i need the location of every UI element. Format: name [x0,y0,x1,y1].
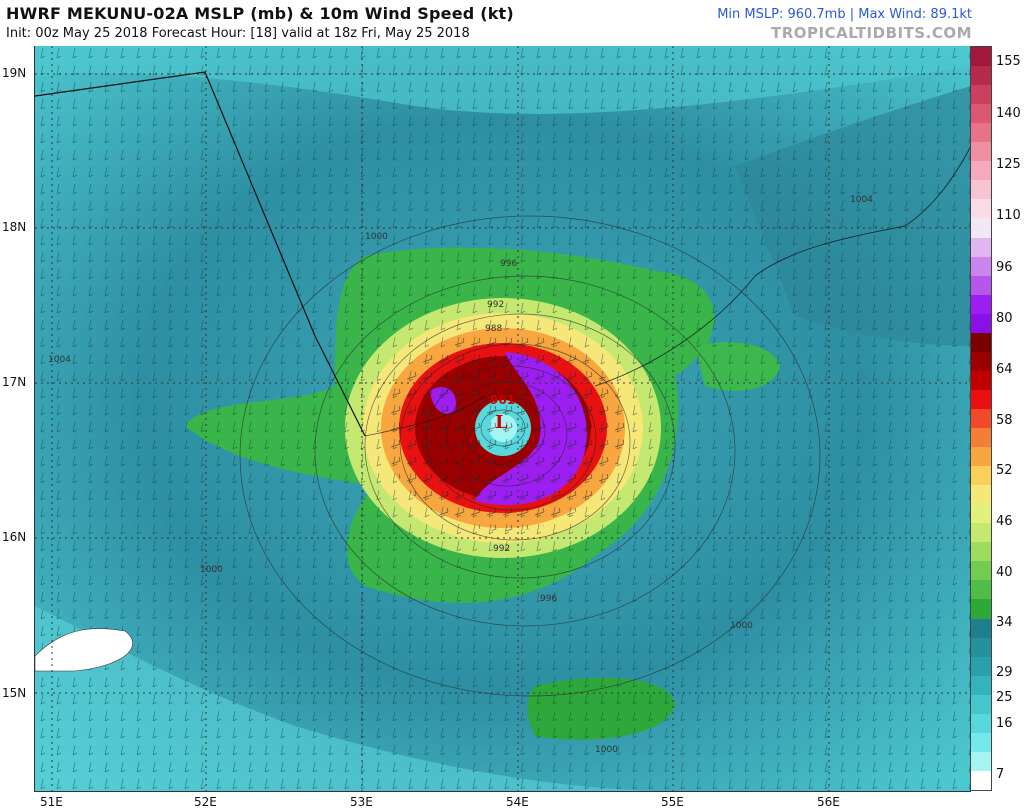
colorbar-segment [971,580,991,600]
colorbar-segment [971,523,991,543]
colorbar-segment [971,161,991,181]
colorbar-segment [971,656,991,677]
colorbar-segment [971,199,991,219]
colorbar-tick: 110 [996,208,1021,223]
isobar-label: 1004 [48,355,71,365]
isobar-label: 1000 [730,621,753,631]
isobar-label: 992 [487,300,504,310]
colorbar-segment [971,542,991,562]
colorbar-segment [971,351,991,372]
isobar-label: 1000 [365,232,388,242]
colorbar-tick: 34 [996,615,1013,630]
low-pressure-value: 961 [490,393,515,407]
colorbar-segment [971,751,991,772]
chart-header: HWRF MEKUNU-02A MSLP (mb) & 10m Wind Spe… [0,0,1024,46]
lon-label-54e: 54E [506,795,529,809]
wind-barbs-core [385,331,625,531]
isobar-label: 996 [540,594,557,604]
colorbar-segment [971,237,991,258]
colorbar-segment [971,256,991,277]
colorbar-segment [971,66,991,86]
isobar-label: 1000 [200,565,223,575]
colorbar-segment [971,466,991,486]
lat-label-19n: 19N [2,66,27,80]
colorbar-segment [971,599,991,620]
lon-label-51e: 51E [40,795,63,809]
colorbar-segment [971,408,991,429]
socotra-island [35,628,133,672]
wind-speed-colorbar [970,46,992,791]
storm-stats: Min MSLP: 960.7mb | Max Wind: 89.1kt [717,7,972,22]
lon-label-53e: 53E [350,795,373,809]
colorbar-tick: 96 [996,260,1013,275]
colorbar-segment [971,180,991,200]
lon-label-55e: 55E [661,795,684,809]
colorbar-segment [971,85,991,105]
colorbar-segment [971,123,991,143]
chart-title: HWRF MEKUNU-02A MSLP (mb) & 10m Wind Spe… [6,4,514,23]
isobar-label: 988 [485,324,502,334]
colorbar-segment [971,694,991,715]
colorbar-segment [971,313,991,334]
colorbar-segment [971,618,991,639]
isobar-labels: 1004 1000 996 992 988 1000 1000 1004 996… [48,195,873,755]
colorbar-segment [971,428,991,448]
colorbar-tick: 125 [996,157,1021,172]
lon-label-52e: 52E [194,795,217,809]
colorbar-segment [971,447,991,467]
colorbar-tick: 16 [996,716,1013,731]
colorbar-tick: 40 [996,565,1013,580]
colorbar-tick: 7 [996,767,1005,782]
border-line [35,71,366,437]
lat-label-17n: 17N [2,375,27,389]
colorbar-segment [971,637,991,658]
colorbar-tick: 155 [996,54,1021,69]
coastline-east [594,145,971,387]
colorbar-segment [971,142,991,162]
colorbar-segment [971,370,991,391]
colorbar-segment [971,713,991,734]
graticule [35,46,971,791]
colorbar-tick: 46 [996,514,1013,529]
colorbar-segment [971,485,991,505]
colorbar-segment [971,294,991,315]
colorbar-tick: 80 [996,311,1013,326]
colorbar-segment [971,504,991,524]
colorbar-tick: 25 [996,690,1013,705]
colorbar-segment [971,732,991,753]
colorbar-segment [971,770,991,791]
lat-label-18n: 18N [2,220,27,234]
isobar-label: 1000 [595,745,618,755]
lat-label-16n: 16N [2,530,27,544]
lon-label-56e: 56E [817,795,840,809]
colorbar-tick: 58 [996,413,1013,428]
isobar-label: 996 [500,259,517,269]
colorbar-segment [971,275,991,296]
colorbar-segment [971,218,991,238]
low-center-marker: L [495,412,508,433]
source-watermark: TROPICALTIDBITS.COM [771,24,972,42]
colorbar-segment [971,332,991,353]
colorbar-segment [971,104,991,124]
colorbar-segment [971,561,991,581]
colorbar-tick: 29 [996,665,1013,680]
coastline-west [364,395,486,437]
map-area: 1004 1000 996 992 988 1000 1000 1004 996… [34,46,971,792]
colorbar-segment [971,389,991,410]
forecast-info: Init: 00z May 25 2018 Forecast Hour: [18… [6,26,470,41]
isobar-label: 992 [493,544,510,554]
colorbar-tick: 64 [996,362,1013,377]
lat-label-15n: 15N [2,686,27,700]
colorbar-segment [971,47,991,67]
isobar-label: 1004 [850,195,873,205]
wind-map: 1004 1000 996 992 988 1000 1000 1004 996… [35,46,971,791]
colorbar-segment [971,675,991,696]
colorbar-tick: 140 [996,106,1021,121]
colorbar-tick: 52 [996,463,1013,478]
